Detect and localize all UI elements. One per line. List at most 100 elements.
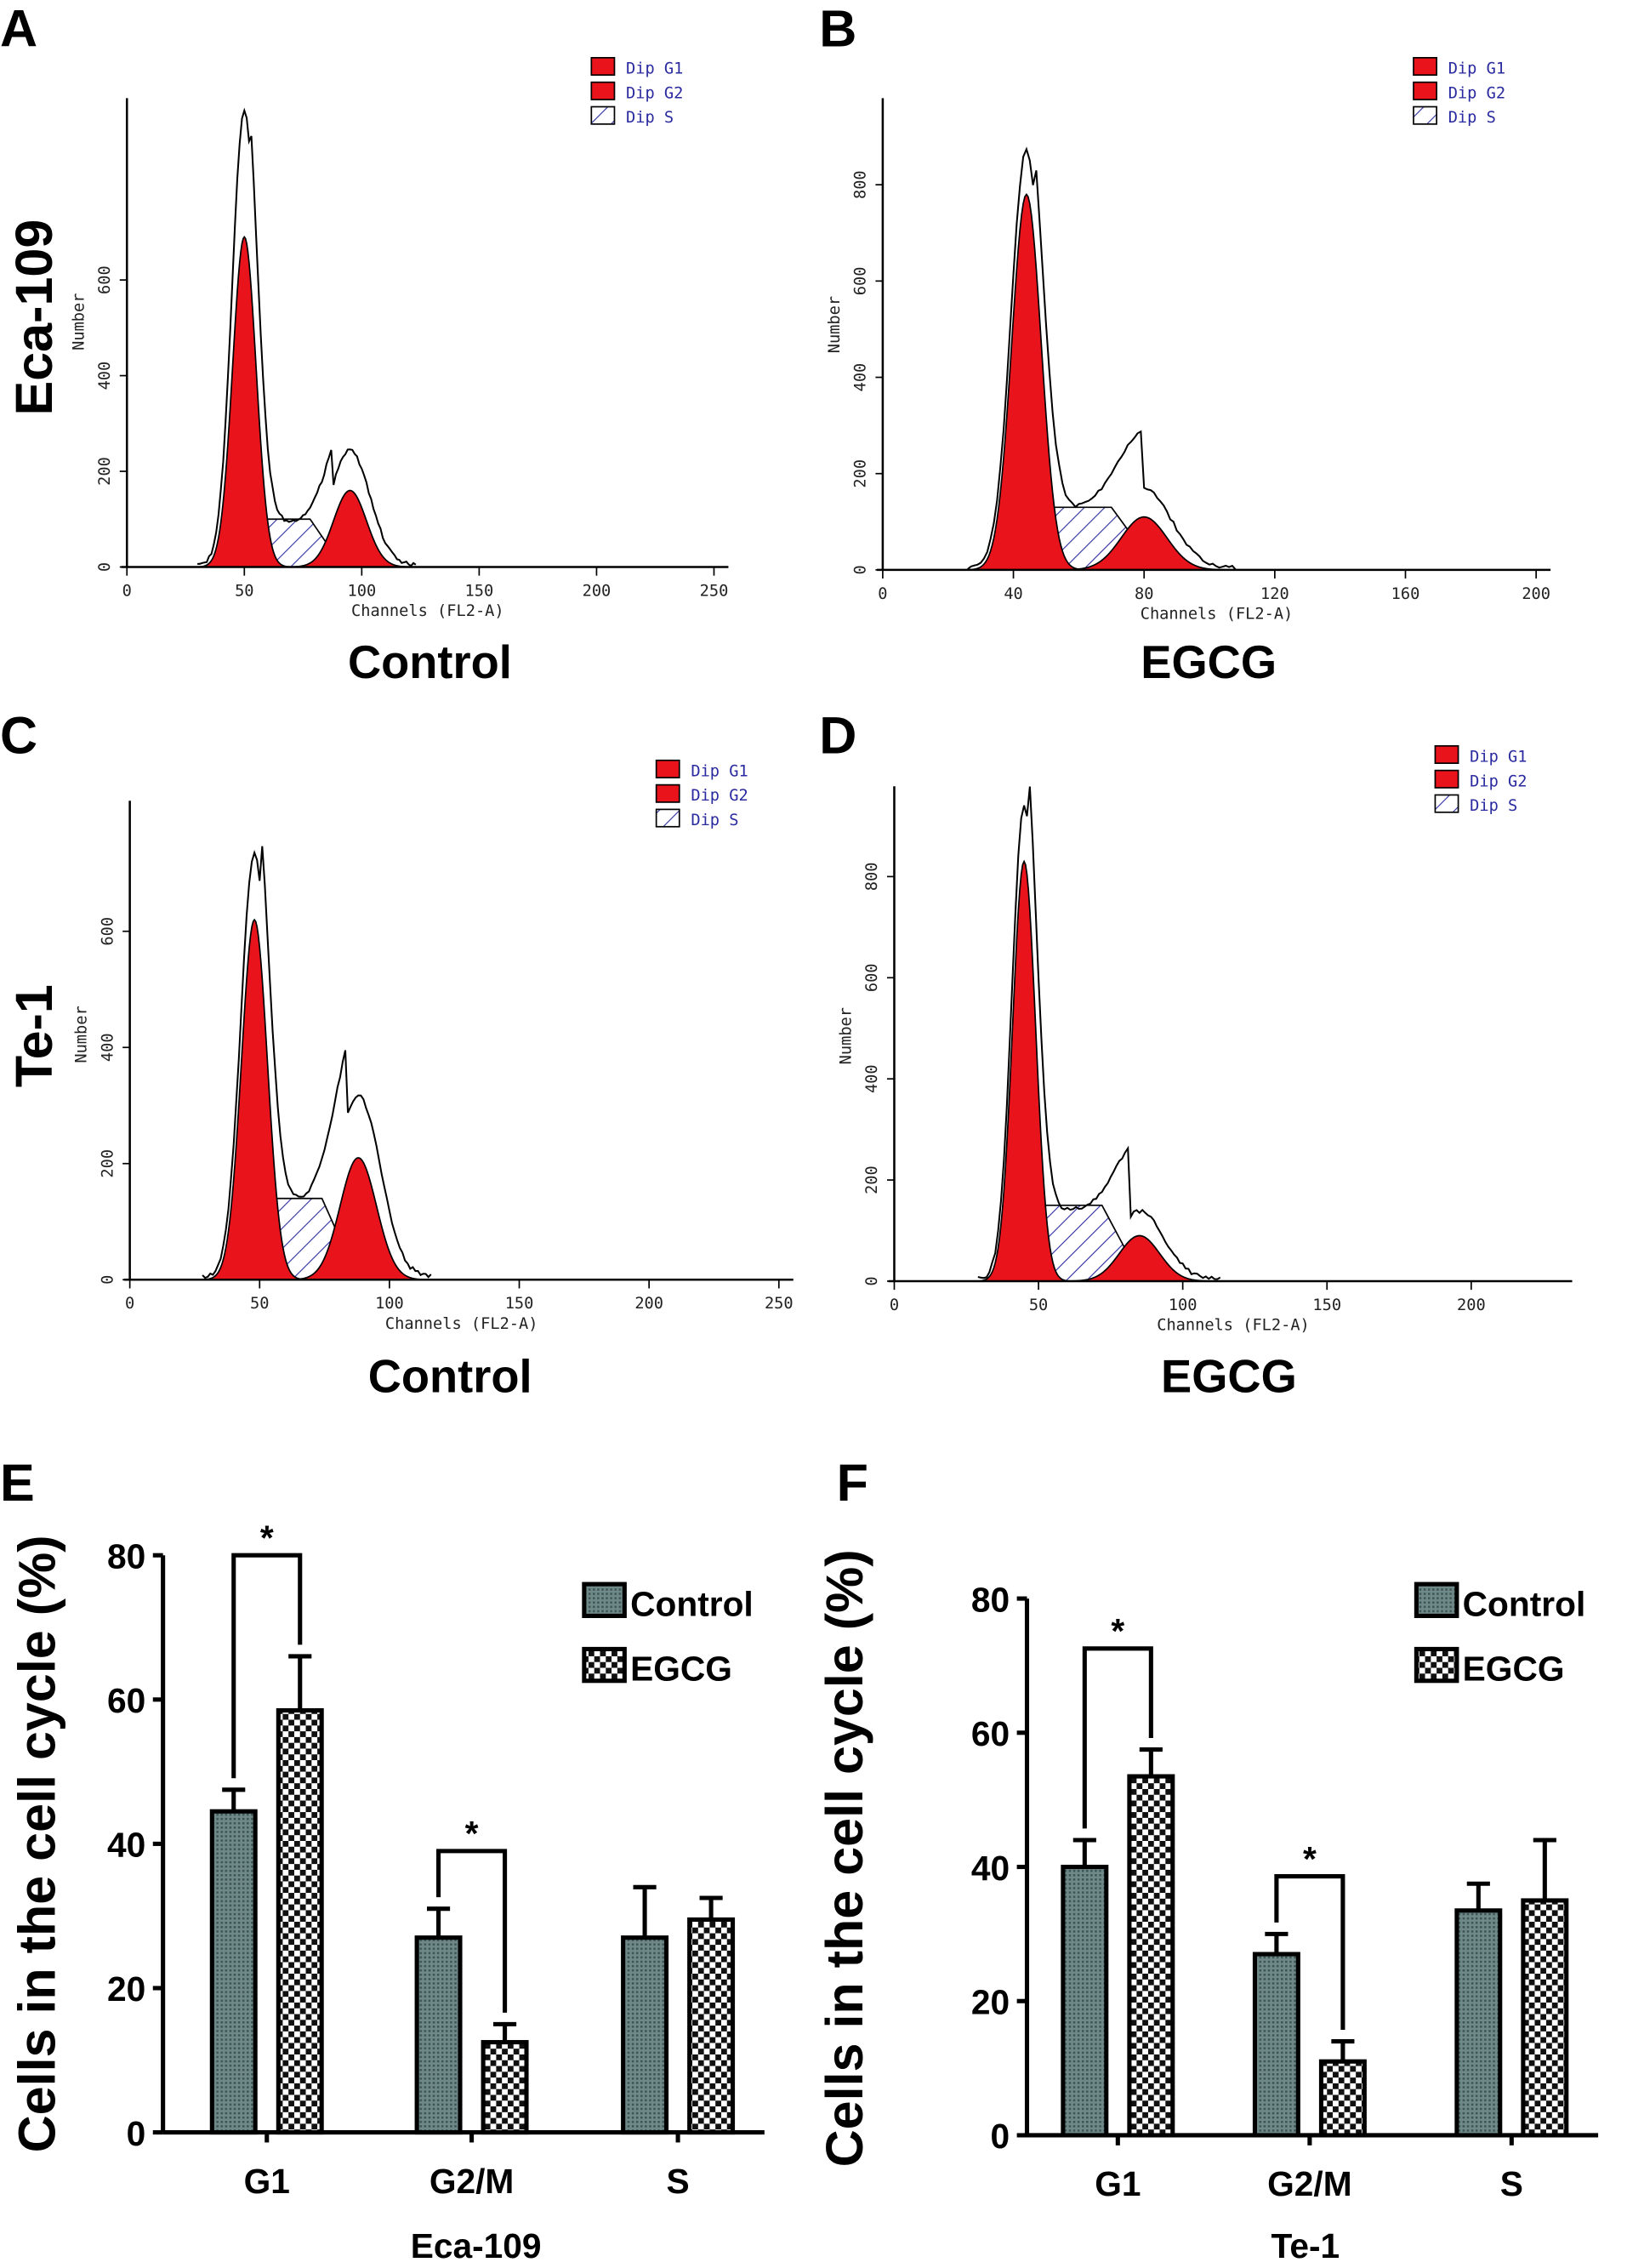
x-tick-label: 100	[1169, 1296, 1197, 1314]
legend-label: Dip G2	[1448, 84, 1505, 102]
y-tick-label: 0	[99, 1275, 117, 1285]
x-tick-label: G2/M	[1267, 2164, 1351, 2203]
y-axis-label: Number	[826, 296, 844, 353]
bar-control-g2m	[1254, 1954, 1298, 2135]
x-tick-label: 200	[583, 582, 612, 600]
legend-swatch	[1435, 746, 1458, 763]
legend-label: Dip G1	[691, 762, 748, 780]
legend-label: EGCG	[1463, 1650, 1565, 1689]
x-tick-label: 100	[375, 1295, 404, 1313]
row-label: Eca-109	[5, 219, 63, 416]
bar-egcg-g2m	[483, 2043, 526, 2133]
significance-star: *	[260, 1518, 274, 1557]
x-axis-label: Eca-109	[411, 2226, 542, 2265]
y-axis-label: Number	[73, 1006, 91, 1063]
bar-egcg-s	[690, 1919, 733, 2132]
x-tick-label: 40	[1004, 585, 1022, 603]
legend-swatch	[1416, 1584, 1456, 1616]
y-tick-label: 40	[107, 1826, 145, 1865]
y-tick-label: 0	[96, 562, 114, 572]
histogram-panel-B: B 0 40 80 120 160 200 0 200 400 600 800 Channels (FL…	[819, 0, 1550, 688]
x-tick-label: 150	[1312, 1296, 1341, 1314]
x-tick-label: 120	[1260, 585, 1289, 603]
y-tick-label: 200	[96, 457, 114, 486]
x-tick-label: 80	[1135, 585, 1153, 603]
y-axis-label: Number	[70, 293, 88, 350]
panel-label: A	[0, 0, 37, 57]
bar-egcg-g1	[278, 1711, 321, 2133]
y-tick-label: 0	[127, 2114, 146, 2153]
legend-swatch	[1414, 83, 1436, 100]
y-tick-label: 400	[96, 362, 114, 390]
condition-label: EGCG	[1141, 637, 1277, 688]
y-tick-label: 80	[971, 1580, 1010, 1619]
y-tick-label: 200	[99, 1149, 117, 1178]
legend-label: Dip S	[626, 109, 674, 127]
legend-label: Dip G1	[626, 60, 683, 77]
legend-swatch	[591, 58, 614, 75]
y-axis-label: Cells in the cell cycle (%)	[8, 1535, 65, 2152]
legend-label: Dip S	[691, 812, 738, 829]
g1-peak-area	[197, 236, 291, 567]
y-tick-label: 400	[852, 363, 870, 392]
panel-label: E	[0, 1454, 35, 1512]
y-tick-label: 20	[107, 1969, 145, 2009]
x-axis-label: Channels (FL2-A)	[351, 602, 504, 620]
y-tick-label: 200	[852, 459, 870, 488]
x-tick-label: G1	[1095, 2164, 1141, 2203]
y-axis-label: Cells in the cell cycle (%)	[816, 1549, 873, 2167]
y-tick-label: 20	[971, 1983, 1010, 2022]
legend-swatch	[657, 809, 680, 826]
bar-egcg-g2m	[1321, 2061, 1364, 2135]
x-tick-label: 200	[1457, 1296, 1486, 1314]
histogram-panel-A: AEca-1090 50 100 150 200 2500200400600Channel…	[0, 0, 728, 688]
y-tick-label: 0	[863, 1276, 881, 1285]
x-axis-label: Channels (FL2-A)	[385, 1315, 538, 1333]
condition-label: EGCG	[1161, 1352, 1297, 1403]
legend-swatch	[657, 761, 680, 778]
x-tick-label: 50	[1029, 1296, 1048, 1314]
condition-label: Control	[348, 637, 512, 688]
x-axis-label: Te-1	[1271, 2226, 1340, 2265]
panel-label: F	[837, 1454, 868, 1512]
x-tick-label: 160	[1391, 585, 1420, 603]
histogram-panel-D: D0 50 100 150 2000200400600800Channels (FL2-…	[819, 706, 1572, 1402]
bar-control-s	[1457, 1911, 1500, 2135]
x-tick-label: G1	[244, 2162, 290, 2201]
legend-label: Control	[630, 1584, 754, 1623]
legend-label: Dip S	[1448, 109, 1496, 127]
x-tick-label: 250	[700, 582, 729, 600]
y-tick-label: 600	[863, 963, 881, 992]
y-tick-label: 40	[971, 1849, 1010, 1888]
x-tick-label: 0	[878, 585, 887, 603]
x-tick-label: 100	[348, 582, 377, 600]
bar-egcg-g1	[1129, 1776, 1173, 2135]
legend-label: Dip G1	[1448, 60, 1505, 77]
panel-label: B	[819, 0, 856, 57]
x-axis-label: Channels (FL2-A)	[1141, 606, 1294, 624]
legend-swatch	[591, 83, 614, 100]
x-tick-label: 50	[235, 582, 253, 600]
y-tick-label: 0	[852, 565, 870, 574]
y-tick-label: 600	[99, 917, 117, 946]
x-tick-label: G2/M	[430, 2162, 514, 2201]
bar-panel-F: F Cells in the cell cycle (%) 0 20 40 60 80 G1 G…	[816, 1454, 1598, 2265]
bar-control-g1	[212, 1811, 255, 2132]
legend-label: Dip S	[1470, 797, 1517, 815]
x-tick-label: 200	[1522, 585, 1550, 603]
figure: AEca-1090 50 100 150 200 2500200400600Channel…	[0, 0, 1627, 2268]
bar-egcg-s	[1523, 1900, 1567, 2135]
y-tick-label: 60	[107, 1681, 145, 1720]
legend-swatch	[1435, 795, 1458, 812]
row-label: Te-1	[5, 984, 63, 1087]
bar-control-g1	[1063, 1867, 1106, 2135]
legend-swatch	[1414, 107, 1436, 124]
x-tick-label: 250	[765, 1295, 794, 1313]
significance-star: *	[1111, 1611, 1124, 1650]
significance-star: *	[465, 1814, 479, 1853]
legend-label: EGCG	[630, 1650, 732, 1689]
y-tick-label: 60	[971, 1714, 1010, 1753]
x-tick-label: 150	[505, 1295, 534, 1313]
x-tick-label: S	[1500, 2164, 1523, 2203]
x-tick-label: 50	[250, 1295, 269, 1313]
